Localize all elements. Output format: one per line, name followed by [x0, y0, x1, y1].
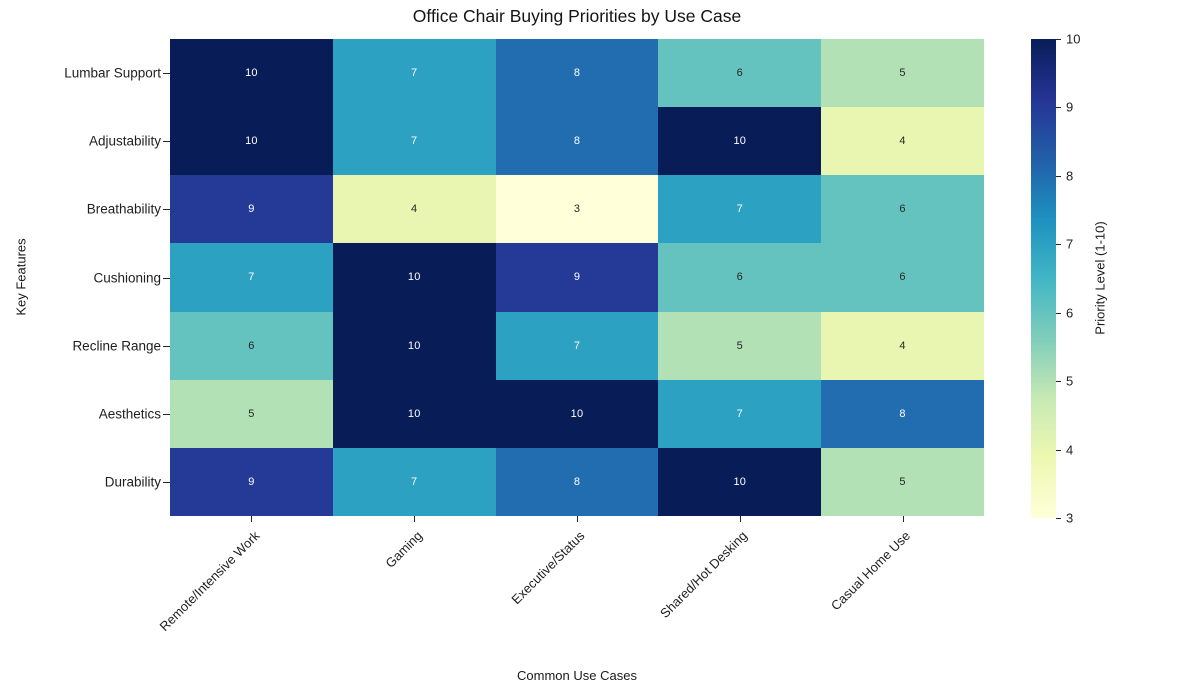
- y-tick-mark: [163, 345, 170, 347]
- x-tick-mark: [902, 516, 904, 522]
- colorbar-tick-mark: [1056, 39, 1061, 40]
- y-tick-label: Adjustability: [88, 133, 161, 149]
- heatmap-cell: 6: [821, 175, 984, 244]
- heatmap-cell: 10: [332, 311, 496, 380]
- heatmap-cell: 9: [170, 447, 333, 516]
- x-tick-label: Gaming: [381, 528, 425, 571]
- y-tick-mark: [163, 209, 170, 211]
- heatmap-cell: 8: [495, 107, 659, 176]
- y-tick-mark: [163, 481, 170, 483]
- chart-title: Office Chair Buying Priorities by Use Ca…: [412, 6, 742, 26]
- x-tick-mark: [251, 516, 253, 522]
- x-tick-mark: [414, 516, 416, 522]
- y-tick-label: Cushioning: [93, 270, 161, 285]
- heatmap-cell: 10: [332, 379, 496, 448]
- x-tick-mark: [739, 516, 741, 522]
- heatmap-cell: 6: [658, 243, 822, 312]
- heatmap-cell: 10: [495, 379, 659, 448]
- x-tick-label: Shared/Hot Desking: [657, 528, 751, 621]
- heatmap-cell: 10: [170, 107, 333, 176]
- x-tick-mark: [577, 516, 578, 522]
- colorbar-tick-label: 8: [1066, 168, 1074, 184]
- heatmap-cell: 10: [170, 39, 333, 108]
- heatmap-cell: 6: [170, 311, 333, 380]
- heatmap-cell: 7: [332, 447, 496, 516]
- x-tick-label: Executive/Status: [508, 528, 588, 608]
- colorbar-tick-mark: [1056, 107, 1061, 109]
- y-tick-mark: [163, 277, 170, 279]
- colorbar-label: Priority Level (1-10): [1092, 221, 1108, 335]
- colorbar-tick-label: 5: [1066, 373, 1074, 389]
- colorbar-tick-label: 7: [1066, 236, 1074, 252]
- heatmap-cell: 6: [821, 243, 984, 312]
- y-tick-mark: [163, 141, 170, 143]
- colorbar-tick-label: 3: [1066, 510, 1074, 526]
- heatmap-cell: 5: [658, 311, 822, 380]
- heatmap-cell: 8: [821, 379, 984, 448]
- colorbar-tick-mark: [1056, 449, 1061, 451]
- y-tick-label: Recline Range: [72, 338, 161, 354]
- heatmap-cell: 6: [658, 39, 822, 108]
- y-tick-mark: [163, 73, 170, 75]
- y-tick-label: Durability: [104, 474, 161, 490]
- colorbar-gradient: [1031, 39, 1056, 518]
- heatmap-cell: 7: [332, 39, 496, 108]
- heatmap-cell: 7: [658, 379, 822, 448]
- colorbar-tick-label: 10: [1066, 31, 1081, 47]
- y-tick-label: Aesthetics: [98, 406, 161, 422]
- heatmap-cell: 9: [170, 175, 333, 244]
- heatmap-cell: 5: [821, 39, 984, 108]
- heatmap-cell: 7: [332, 107, 496, 176]
- x-tick-label: Remote/Intensive Work: [156, 528, 262, 634]
- heatmap-cell: 5: [170, 379, 333, 448]
- heatmap-cell: 7: [170, 243, 333, 312]
- heatmap-grid: 10 7 8 6 5 10 7 8 10 4 9 4 3 7 6 7 10 9 6 6 6 10 7 5 4 5 10 10 7 8 9 7 8…: [170, 39, 984, 516]
- heatmap-cell: 8: [495, 39, 659, 108]
- colorbar-tick-mark: [1056, 518, 1061, 519]
- colorbar-tick-label: 4: [1066, 442, 1074, 458]
- x-tick-label: Casual Home Use: [827, 528, 914, 614]
- colorbar-tick-mark: [1056, 244, 1061, 246]
- heatmap-cell: 7: [658, 175, 822, 244]
- x-axis-label: Common Use Cases: [517, 668, 637, 683]
- heatmap-cell: 9: [495, 243, 659, 312]
- y-tick-mark: [163, 413, 170, 415]
- colorbar-tick-mark: [1056, 312, 1061, 314]
- heatmap-cell: 10: [658, 447, 822, 516]
- heatmap-cell: 7: [495, 311, 659, 380]
- colorbar-tick-label: 9: [1066, 99, 1074, 115]
- heatmap-cell: 4: [821, 311, 984, 380]
- heatmap-cell: 10: [332, 243, 496, 312]
- heatmap-cell: 3: [495, 175, 659, 244]
- colorbar-tick-mark: [1056, 175, 1061, 177]
- colorbar-tick-label: 6: [1066, 305, 1074, 321]
- y-tick-label: Lumbar Support: [64, 65, 161, 81]
- heatmap-cell: 8: [495, 447, 659, 516]
- heatmap-cell: 4: [821, 107, 984, 176]
- heatmap-cell: 4: [332, 175, 496, 244]
- heatmap-cell: 5: [821, 447, 984, 516]
- y-tick-label: Breathability: [86, 201, 161, 217]
- colorbar-tick-mark: [1056, 381, 1061, 383]
- heatmap-cell: 10: [658, 107, 822, 176]
